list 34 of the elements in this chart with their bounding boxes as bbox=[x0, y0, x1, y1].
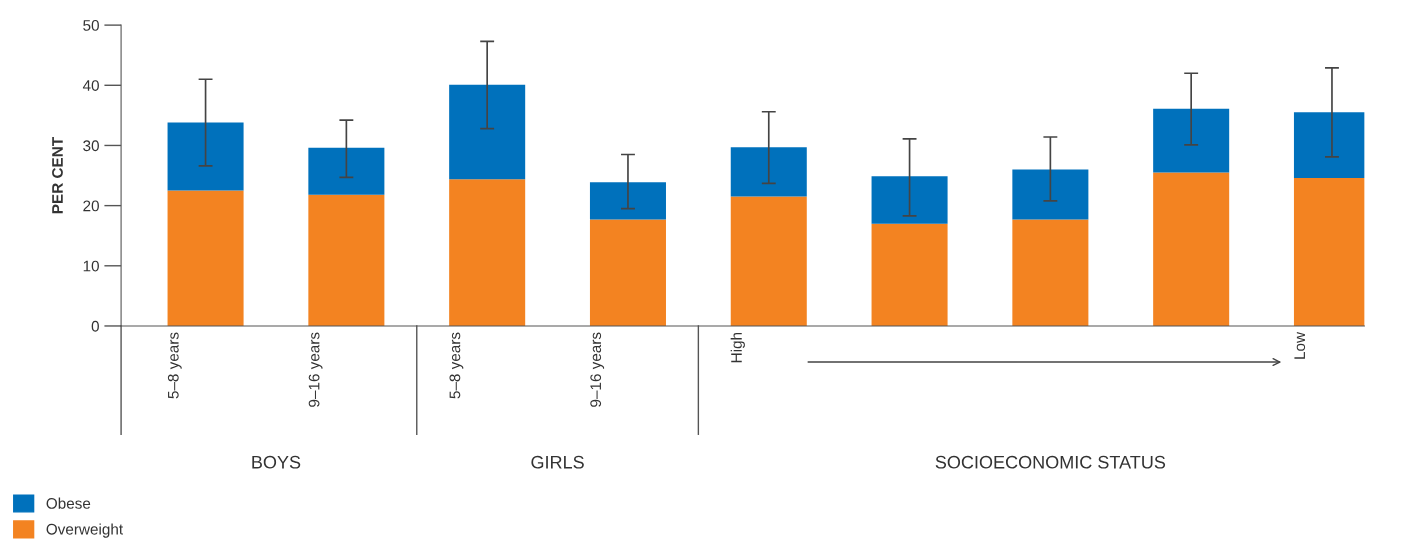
bar bbox=[871, 176, 948, 224]
x-tick-label: 5–8 years bbox=[167, 332, 182, 399]
bar bbox=[167, 122, 244, 191]
bar bbox=[167, 190, 244, 326]
y-tick-label: 40 bbox=[82, 80, 99, 91]
legend-label: Obese bbox=[46, 497, 91, 509]
bar bbox=[1012, 169, 1089, 220]
x-tick-label: 9–16 years bbox=[590, 332, 605, 407]
bar bbox=[730, 196, 807, 326]
bar bbox=[730, 147, 807, 197]
y-tick-label: 20 bbox=[83, 200, 99, 212]
x-tick-label: High bbox=[730, 332, 745, 363]
legend-label: Overweight bbox=[46, 523, 123, 538]
bar bbox=[449, 179, 526, 326]
text: BOYS bbox=[252, 455, 301, 469]
text: SOCIOECONOMIC STATUS bbox=[935, 455, 1166, 469]
bar bbox=[871, 223, 948, 326]
bar bbox=[308, 194, 385, 326]
bar bbox=[449, 84, 526, 180]
y-tick-label: 10 bbox=[83, 260, 99, 272]
y-tick-label: 30 bbox=[83, 140, 99, 152]
bar bbox=[589, 219, 666, 326]
y-tick-label: 0 bbox=[91, 320, 99, 332]
bar bbox=[1153, 172, 1230, 326]
bar bbox=[1012, 219, 1089, 326]
x-tick-label: 9–16 years bbox=[308, 332, 323, 407]
bar bbox=[589, 182, 666, 220]
bar bbox=[308, 147, 385, 195]
y-tick-label: 50 bbox=[83, 19, 99, 31]
y-axis-title: PER CENT bbox=[52, 137, 63, 214]
text: GIRLS bbox=[531, 455, 584, 469]
x-tick-label: Low bbox=[1294, 331, 1306, 359]
bar bbox=[1153, 108, 1230, 173]
x-tick-label: 5–8 years bbox=[449, 332, 464, 399]
